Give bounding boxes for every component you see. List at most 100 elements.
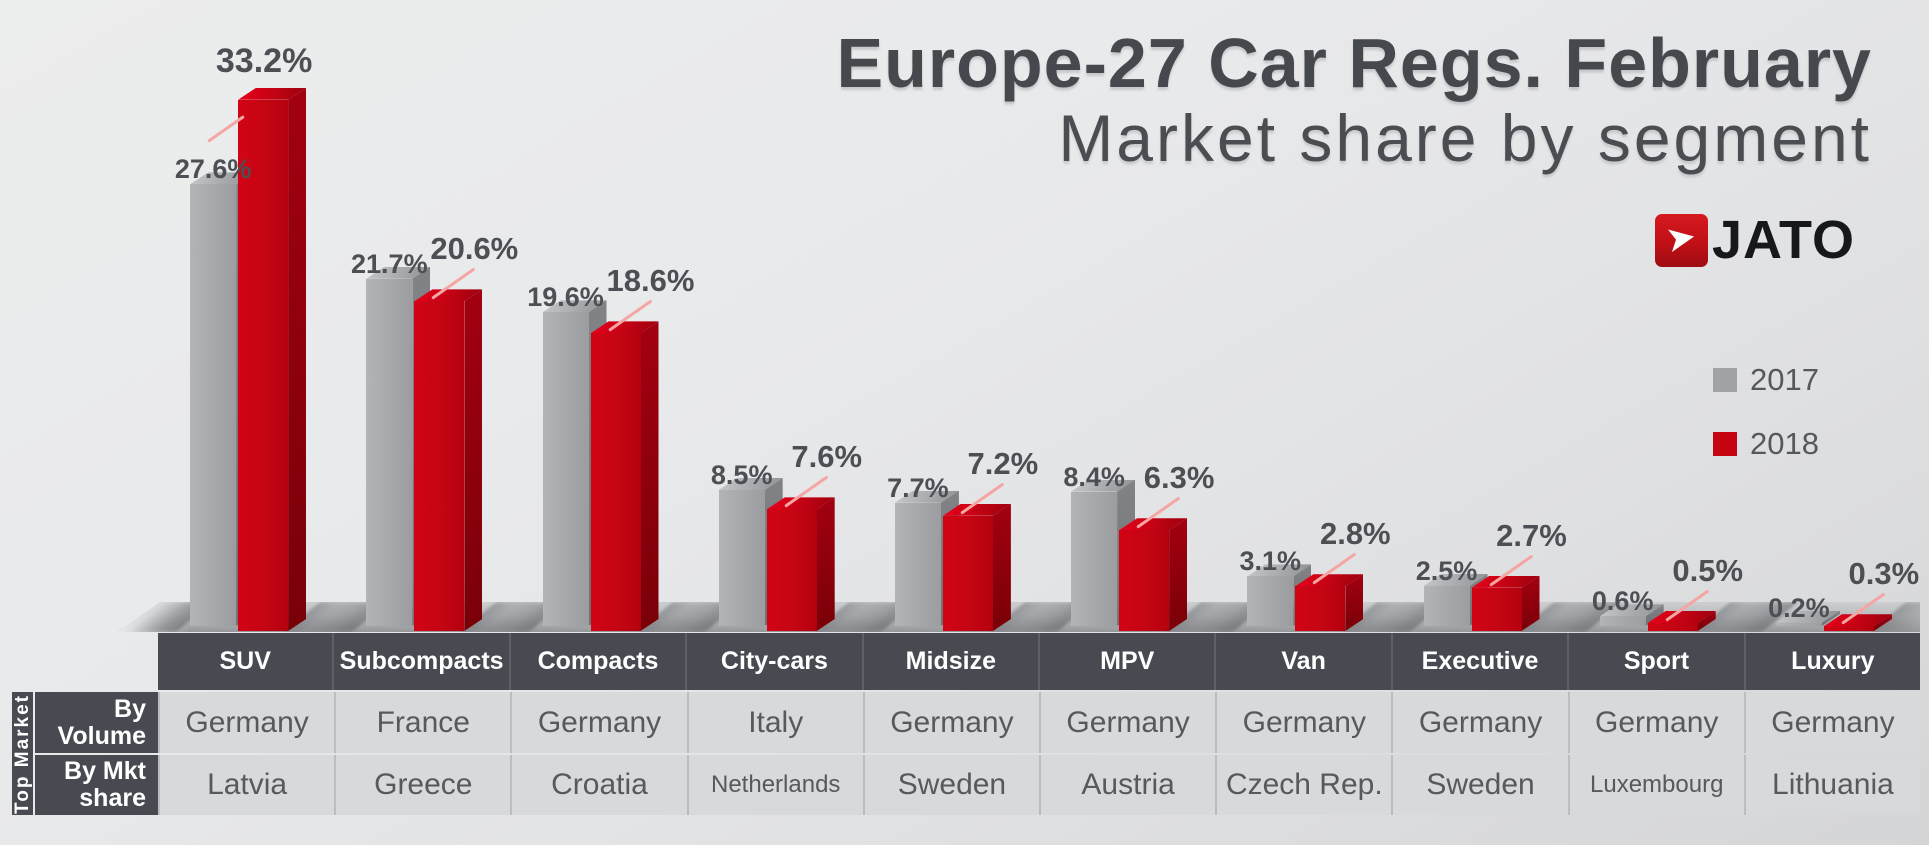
value-label-2017-sport: 0.6% bbox=[1591, 586, 1654, 617]
bar-2018-city-cars-side-face bbox=[817, 497, 835, 631]
row-header-by-volume: By Volume bbox=[35, 692, 158, 753]
segment-header-city-cars: City-cars bbox=[685, 633, 861, 690]
bar-2018-executive-side-face bbox=[1522, 576, 1540, 631]
top-market-cell-midsize-share: Sweden bbox=[862, 755, 1040, 815]
top-market-cell-compacts-volume: Germany bbox=[510, 692, 687, 753]
bar-2017-sport-top-face bbox=[1599, 604, 1664, 617]
value-label-2017-city-cars: 8.5% bbox=[710, 460, 773, 490]
bar-2018-suv-side-face bbox=[288, 88, 306, 631]
bar-2018-compacts-side-face bbox=[641, 321, 659, 631]
title-line-2: Market share by segment bbox=[1058, 101, 1872, 176]
bar-2017-luxury bbox=[1775, 622, 1822, 626]
top-market-cell-mpv-share: Austria bbox=[1039, 755, 1216, 815]
top-market-cell-van-volume: Germany bbox=[1215, 692, 1392, 753]
legend-item-2017: 2017 bbox=[1713, 362, 1819, 398]
bar-2018-suv bbox=[238, 99, 289, 631]
value-label-2018-sport: 0.5% bbox=[1672, 553, 1744, 588]
bar-2017-midsize-top-face bbox=[894, 490, 959, 503]
value-label-2018-mpv: 6.3% bbox=[1143, 460, 1215, 496]
segment-header-subcompacts: Subcompacts bbox=[332, 633, 508, 690]
value-label-2017-mpv: 8.4% bbox=[1063, 461, 1125, 492]
bar-2018-van bbox=[1295, 586, 1346, 631]
bar-2017-subcompacts-top-face bbox=[366, 266, 431, 279]
bar-2017-compacts-top-face bbox=[542, 300, 607, 313]
value-label-2018-van: 2.8% bbox=[1319, 516, 1391, 552]
bar-2018-subcompacts-side-face bbox=[464, 289, 482, 631]
segment-header-luxury: Luxury bbox=[1743, 633, 1920, 690]
bar-2018-executive bbox=[1471, 587, 1522, 631]
bar-2018-luxury bbox=[1823, 626, 1874, 631]
bar-2017-executive-top-face bbox=[1423, 574, 1488, 586]
top-market-label: Top Market bbox=[11, 693, 33, 814]
jato-logo: ➤ JATO bbox=[1655, 209, 1855, 271]
bar-2018-midsize-side-face bbox=[993, 504, 1011, 631]
top-market-cell-mpv-volume: Germany bbox=[1039, 692, 1216, 753]
segment-header-executive: Executive bbox=[1390, 633, 1567, 690]
value-label-2017-van: 3.1% bbox=[1239, 546, 1302, 577]
bar-2018-mpv-top-face bbox=[1119, 518, 1188, 531]
segment-header-sport: Sport bbox=[1567, 633, 1743, 690]
table-row-by-mkt-share: Latvia Greece Croatia Netherlands Sweden Aust… bbox=[158, 755, 1921, 815]
value-label-2018-midsize: 7.2% bbox=[967, 445, 1039, 481]
top-market-cell-suv-volume: Germany bbox=[158, 692, 335, 753]
bar-2017-van bbox=[1247, 576, 1294, 626]
bar-2018-midsize bbox=[942, 515, 993, 631]
value-label-2017-compacts: 19.6% bbox=[527, 282, 604, 313]
jato-arrow-icon: ➤ bbox=[1655, 213, 1708, 267]
table-corner-label: Top Market bbox=[12, 692, 33, 815]
top-market-cell-suv-share: Latvia bbox=[158, 755, 335, 815]
bar-2018-van-top-face bbox=[1295, 574, 1364, 587]
segment-header-row: SUV Subcompacts Compacts City-cars Midsize MP… bbox=[158, 633, 1920, 690]
bar-2017-compacts bbox=[542, 312, 589, 626]
bar-2018-sport-top-face bbox=[1647, 611, 1716, 623]
value-label-2017-midsize: 7.7% bbox=[887, 472, 949, 503]
bar-2018-mpv bbox=[1119, 530, 1170, 631]
legend-label-2018: 2018 bbox=[1750, 426, 1819, 461]
bar-2018-executive-top-face bbox=[1471, 575, 1540, 588]
top-market-cell-executive-share: Sweden bbox=[1391, 755, 1568, 815]
segment-header-suv: SUV bbox=[219, 647, 271, 675]
segment-header-midsize: Midsize bbox=[861, 633, 1038, 690]
value-label-2017-luxury: 0.2% bbox=[1768, 592, 1830, 623]
title-line-1: Europe-27 Car Regs. February bbox=[836, 24, 1872, 102]
top-market-cell-executive-volume: Germany bbox=[1391, 692, 1568, 753]
value-label-2018-executive: 2.7% bbox=[1496, 517, 1567, 553]
bar-2018-midsize-top-face bbox=[942, 503, 1011, 516]
top-market-cell-midsize-volume: Germany bbox=[862, 692, 1040, 753]
top-market-cell-luxury-volume: Germany bbox=[1743, 692, 1921, 753]
legend-item-2018: 2018 bbox=[1713, 426, 1819, 462]
value-label-2018-compacts: 18.6% bbox=[606, 263, 695, 299]
bar-2017-sport bbox=[1599, 616, 1646, 626]
bar-2018-subcompacts-top-face bbox=[414, 289, 483, 302]
bar-2018-compacts-top-face bbox=[590, 321, 659, 334]
top-market-cell-compacts-share: Croatia bbox=[510, 755, 687, 815]
bar-2017-city-cars-top-face bbox=[718, 478, 783, 490]
segment-header-van: Van bbox=[1214, 633, 1390, 690]
top-market-cell-city-cars-volume: Italy bbox=[686, 692, 863, 753]
value-label-2017-executive: 2.5% bbox=[1415, 556, 1478, 586]
value-label-2018-suv: 33.2% bbox=[215, 41, 313, 80]
bar-2017-mpv-top-face bbox=[1071, 479, 1136, 492]
bar-2017-suv bbox=[190, 184, 237, 626]
bar-2018-suv-top-face bbox=[238, 87, 307, 100]
legend-label-2017: 2017 bbox=[1750, 362, 1819, 397]
legend-swatch-2017 bbox=[1713, 368, 1737, 392]
value-label-2017-suv: 27.6% bbox=[174, 154, 252, 185]
top-market-cell-subcompacts-volume: France bbox=[334, 692, 511, 753]
top-market-cell-van-share: Czech Rep. bbox=[1215, 755, 1392, 815]
legend-swatch-2018 bbox=[1713, 432, 1737, 456]
bar-2018-subcompacts bbox=[414, 301, 465, 631]
value-label-2018-city-cars: 7.6% bbox=[791, 439, 863, 475]
bar-2017-luxury-top-face bbox=[1775, 610, 1840, 623]
page-title: Europe-27 Car Regs. February Market shar… bbox=[836, 26, 1872, 173]
bar-2017-mpv bbox=[1071, 491, 1118, 626]
bar-2018-sport bbox=[1647, 623, 1698, 631]
bar-2018-luxury-top-face bbox=[1823, 614, 1892, 627]
bar-2018-compacts bbox=[590, 333, 641, 631]
top-market-cell-luxury-share: Lithuania bbox=[1743, 755, 1921, 815]
bar-2018-van-side-face bbox=[1345, 574, 1363, 631]
table-row-by-volume: Germany France Germany Italy Germany Germany G… bbox=[158, 692, 1921, 753]
bar-2017-city-cars bbox=[718, 490, 765, 626]
segment-header-compacts: Compacts bbox=[508, 633, 685, 690]
